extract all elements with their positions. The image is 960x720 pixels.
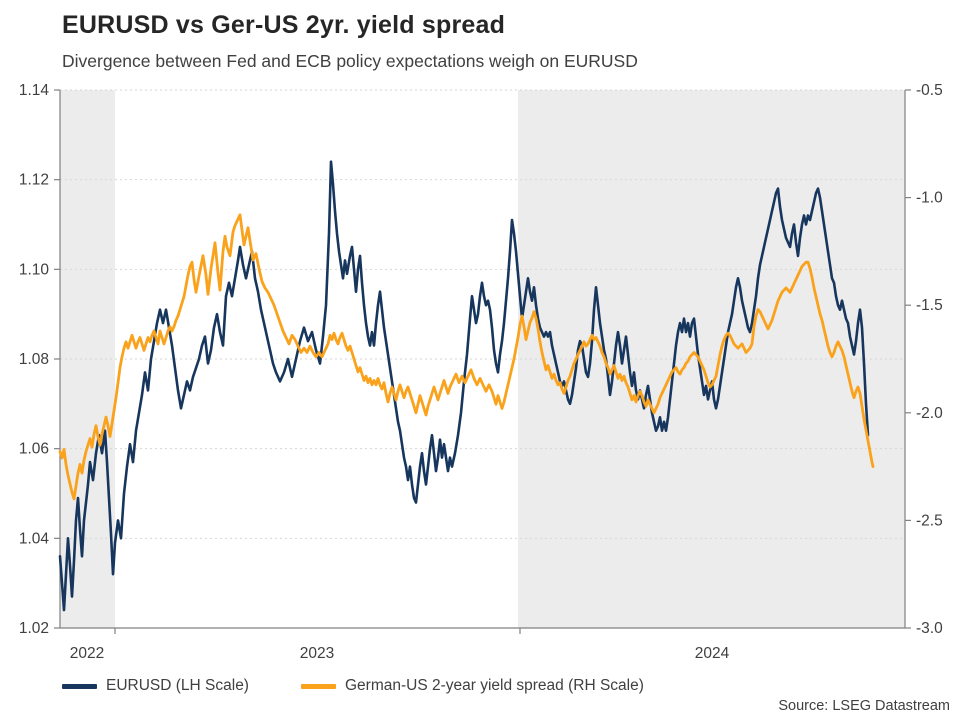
left-axis-tick-label: 1.14 xyxy=(19,82,50,99)
left-axis-tick-label: 1.10 xyxy=(19,261,50,278)
x-axis-year-label: 2022 xyxy=(70,645,104,662)
legend-item-yield-spread: German-US 2-year yield spread (RH Scale) xyxy=(300,677,644,695)
eurusd-line-swatch xyxy=(62,683,97,689)
page-title: EURUSD vs Ger-US 2yr. yield spread xyxy=(62,11,506,39)
left-axis-tick-label: 1.04 xyxy=(19,530,50,547)
left-axis-tick-label: 1.06 xyxy=(19,441,49,458)
yield-spread-line-swatch xyxy=(300,683,336,689)
axis-labels: 1.14 1.12 1.10 1.08 1.06 1.04 1.02 -0.5 -1.0 -1.5… xyxy=(19,82,943,662)
legend-label-yield-spread: German-US 2-year yield spread (RH Scale) xyxy=(344,677,644,694)
series-line-yield-spread xyxy=(58,213,875,501)
page-subtitle: Divergence between Fed and ECB policy ex… xyxy=(62,51,638,71)
right-axis-tick-label: -1.5 xyxy=(916,297,943,314)
right-axis-tick-label: -1.0 xyxy=(916,190,943,207)
left-axis-tick-label: 1.12 xyxy=(19,172,49,189)
series-line-eurusd xyxy=(58,160,870,612)
legend-item-eurusd: EURUSD (LH Scale) xyxy=(62,677,249,695)
right-axis-tick-label: -0.5 xyxy=(916,82,943,99)
legend-label-eurusd: EURUSD (LH Scale) xyxy=(106,677,249,694)
right-axis-tick-label: -2.0 xyxy=(916,405,943,422)
left-axis-tick-label: 1.02 xyxy=(19,620,49,637)
source-note: Source: LSEG Datastream xyxy=(778,698,950,714)
right-axis-tick-label: -3.0 xyxy=(916,620,943,637)
left-axis-tick-label: 1.08 xyxy=(19,351,49,368)
x-axis-year-label: 2024 xyxy=(695,645,730,662)
right-axis-tick-label: -2.5 xyxy=(916,512,943,529)
axes xyxy=(54,89,911,634)
x-axis-year-label: 2023 xyxy=(300,645,334,662)
legend: EURUSD (LH Scale) German-US 2-year yield… xyxy=(62,677,644,695)
